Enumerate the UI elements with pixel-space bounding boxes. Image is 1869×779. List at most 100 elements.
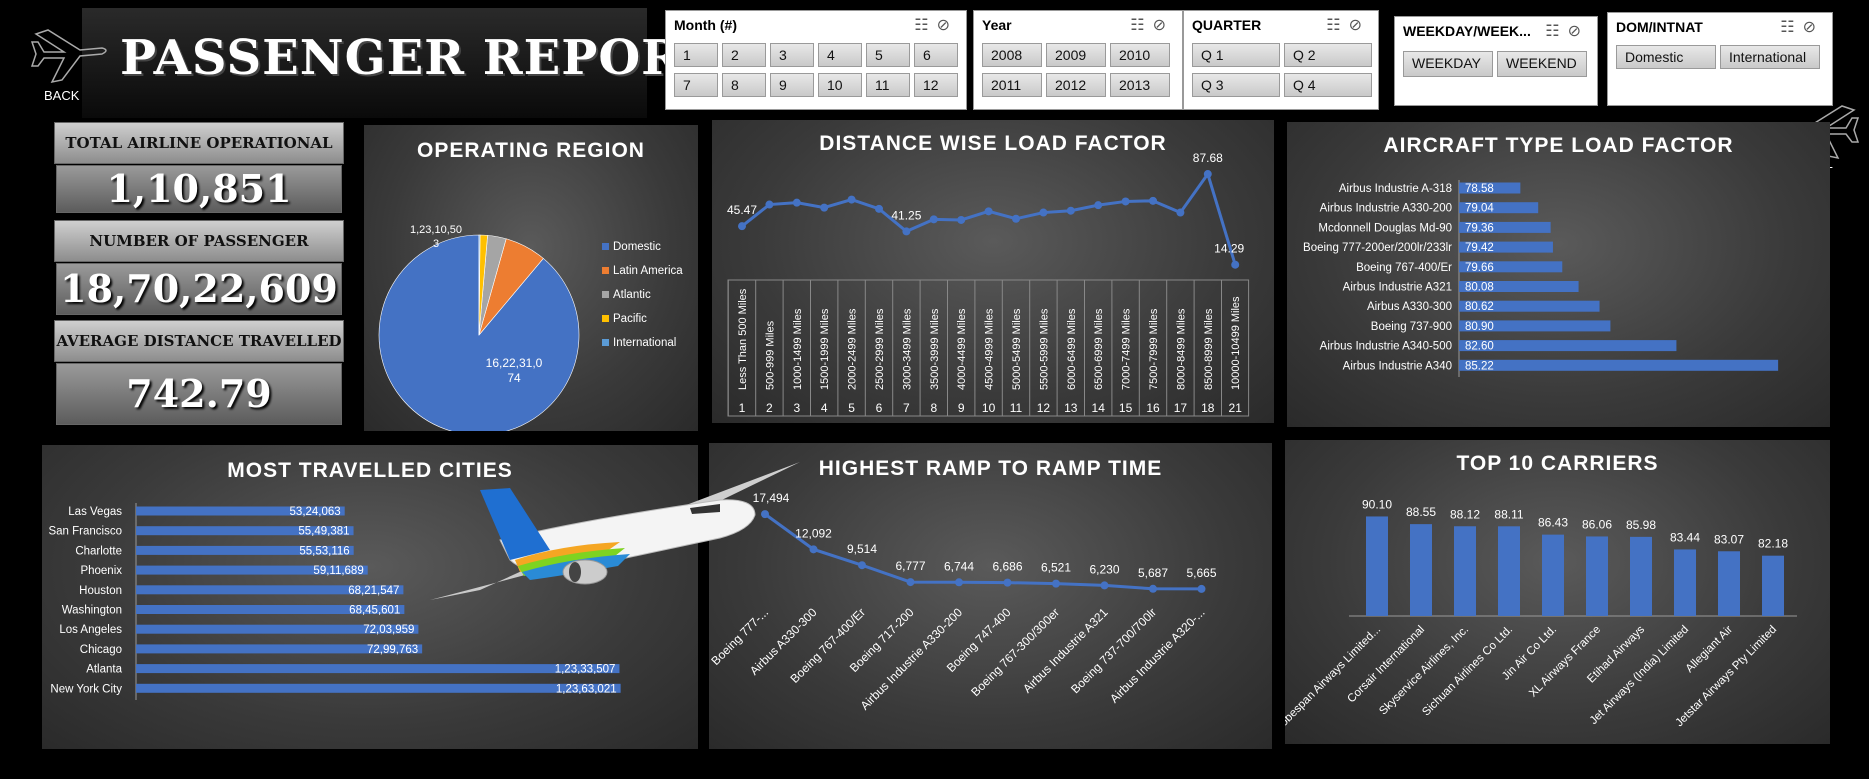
slicer-quarter-item-q4[interactable]: Q 4 <box>1284 73 1372 97</box>
chart-title-distance-load: DISTANCE WISE LOAD FACTOR <box>819 132 1167 155</box>
pie-slice <box>478 234 481 336</box>
slicer-month-item-3[interactable]: 3 <box>770 43 814 67</box>
x-tick-label: 2500-2999 Miles <box>874 308 886 390</box>
x-tick-label: Skyservice Airlines, Inc. <box>1377 624 1471 718</box>
slicer-year-item-2010[interactable]: 2010 <box>1110 43 1170 67</box>
slicer-month-item-12[interactable]: 12 <box>914 73 958 97</box>
x-tick-label: 1500-1999 Miles <box>819 308 831 390</box>
aircraft-load-bar <box>1459 182 1521 194</box>
panel-carriers: TOP 10 CARRIERS 90.10 Globespan Airways L… <box>1285 440 1830 744</box>
kpi-label-passengers: NUMBER OF PASSENGER SERVED <box>54 220 344 290</box>
x-code-label: 2 <box>766 401 773 415</box>
data-point <box>765 200 774 209</box>
y-tick-label: Boeing 777-200er/200lr/233lr <box>1303 242 1452 254</box>
data-label: 80.08 <box>1465 282 1494 294</box>
back-button[interactable]: BACK <box>30 24 112 104</box>
bar-chart-cities: Las Vegas 53,24,063 San Francisco 55,49,381… <box>48 503 621 700</box>
data-label: 79.04 <box>1465 203 1494 215</box>
slicer-weekday-item-weekend[interactable]: WEEKEND <box>1497 51 1587 77</box>
data-label: 79.36 <box>1465 222 1494 234</box>
data-point <box>1094 201 1103 210</box>
panel-ramp: HIGHEST RAMP TO RAMP TIME 17,494 12,092 9,… <box>709 443 1272 749</box>
y-tick-label: Boeing 767-400/Er <box>1356 262 1452 274</box>
slicer-quarter-item-q2[interactable]: Q 2 <box>1284 43 1372 67</box>
slicer-year-title: Year <box>982 17 1012 33</box>
aircraft-load-bar <box>1459 340 1677 352</box>
slicer-month-item-9[interactable]: 9 <box>770 73 814 97</box>
x-tick-label: Boeing 767-300/300er <box>968 605 1062 699</box>
data-point <box>820 203 829 212</box>
slicer-month-item-10[interactable]: 10 <box>818 73 862 97</box>
slicer-year-item-2008[interactable]: 2008 <box>982 43 1042 67</box>
carrier-bar <box>1410 524 1432 616</box>
chart-title-carriers: TOP 10 CARRIERS <box>1456 452 1659 475</box>
pie-chart-operating-region: 16,22,31,074 1,23,10,50 3 Domestic Latin Ame… <box>378 224 683 431</box>
x-code-label: 9 <box>958 401 965 415</box>
slicer-month-item-11[interactable]: 11 <box>866 73 910 97</box>
slicer-quarter-title: QUARTER <box>1192 17 1262 33</box>
pie-data-label: 1,23,10,50 <box>410 224 462 236</box>
data-label: 88.55 <box>1406 505 1436 519</box>
slicer-month-item-5[interactable]: 5 <box>866 43 910 67</box>
slicer-month-item-7[interactable]: 7 <box>674 73 718 97</box>
slicer-quarter-item-q1[interactable]: Q 1 <box>1192 43 1280 67</box>
slicer-dom-title: DOM/INTNAT <box>1616 19 1703 35</box>
x-tick-label: 7500-7999 Miles <box>1148 308 1160 390</box>
data-label: 79.66 <box>1465 262 1494 274</box>
data-label: 1,23,33,507 <box>555 664 616 676</box>
slicer-weekday-item-weekday[interactable]: WEEKDAY <box>1403 51 1493 77</box>
multiselect-filter-icon[interactable]: ☷⊘ <box>1130 17 1174 34</box>
carrier-bar <box>1542 534 1564 616</box>
data-point <box>902 227 911 236</box>
y-tick-label: Boeing 737-900 <box>1371 321 1452 333</box>
data-label: 82.18 <box>1758 537 1788 551</box>
multiselect-filter-icon[interactable]: ☷⊘ <box>1545 23 1589 40</box>
data-label: 14.29 <box>1214 242 1244 256</box>
data-point <box>792 198 801 207</box>
data-label: 59,11,689 <box>313 565 363 577</box>
legend-swatch <box>602 291 609 298</box>
data-label: 9,514 <box>847 542 877 556</box>
data-point <box>957 215 966 224</box>
carrier-bar <box>1366 516 1388 616</box>
chart-title-cities: MOST TRAVELLED CITIES <box>227 459 513 482</box>
panel-operating-region: OPERATING REGION 16,22,31,0 74 1,23,10,50 3… <box>364 125 698 431</box>
legend-swatch <box>602 315 609 322</box>
slicer-dom-item-international[interactable]: International <box>1720 45 1820 69</box>
y-tick-label: Las Vegas <box>68 506 122 518</box>
legend-entry: International <box>613 337 676 349</box>
pie-data-label: 16,22,31,0 <box>486 356 543 370</box>
slicer-month-item-1[interactable]: 1 <box>674 43 718 67</box>
carrier-bar <box>1674 549 1696 616</box>
slicer-year-item-2012[interactable]: 2012 <box>1046 73 1106 97</box>
slicer-month-item-2[interactable]: 2 <box>722 43 766 67</box>
slicer-year-item-2013[interactable]: 2013 <box>1110 73 1170 97</box>
data-label: 87.68 <box>1193 151 1223 165</box>
slicer-month-item-8[interactable]: 8 <box>722 73 766 97</box>
slicer-month: Month (#) ☷⊘ 1 2 3 4 5 6 7 8 9 10 11 12 <box>665 10 967 110</box>
x-code-label: 3 <box>793 401 800 415</box>
multiselect-filter-icon[interactable]: ☷⊘ <box>1780 19 1824 36</box>
slicer-dom-item-domestic[interactable]: Domestic <box>1616 45 1716 69</box>
data-point <box>847 195 856 204</box>
slicer-quarter-item-q3[interactable]: Q 3 <box>1192 73 1280 97</box>
slicer-month-item-4[interactable]: 4 <box>818 43 862 67</box>
data-label: 41.25 <box>891 208 921 222</box>
city-bar <box>136 605 405 614</box>
x-code-label: 11 <box>1010 401 1023 415</box>
y-tick-label: Atlanta <box>86 664 122 676</box>
city-bar <box>136 526 354 536</box>
x-tick-label: 500-999 Miles <box>764 320 776 390</box>
aircraft-load-bar <box>1459 300 1600 312</box>
x-code-label: 13 <box>1064 401 1078 415</box>
x-tick-label: 8000-8499 Miles <box>1175 308 1187 390</box>
slicer-month-item-6[interactable]: 6 <box>914 43 958 67</box>
multiselect-filter-icon[interactable]: ☷⊘ <box>1326 17 1370 34</box>
bar-chart-aircraft-load: Airbus Industrie A-318 78.58 Airbus Indust… <box>1303 180 1779 377</box>
line-chart-distance-load: 45.47 41.25 87.68 14.29 Less Than 500 Miles 1… <box>727 151 1250 417</box>
x-tick-label: Boeing 737-700/700lr <box>1068 605 1159 696</box>
x-tick-label: 2000-2499 Miles <box>847 308 859 390</box>
slicer-year-item-2009[interactable]: 2009 <box>1046 43 1106 67</box>
slicer-year-item-2011[interactable]: 2011 <box>982 73 1042 97</box>
multiselect-filter-icon[interactable]: ☷⊘ <box>914 17 958 34</box>
